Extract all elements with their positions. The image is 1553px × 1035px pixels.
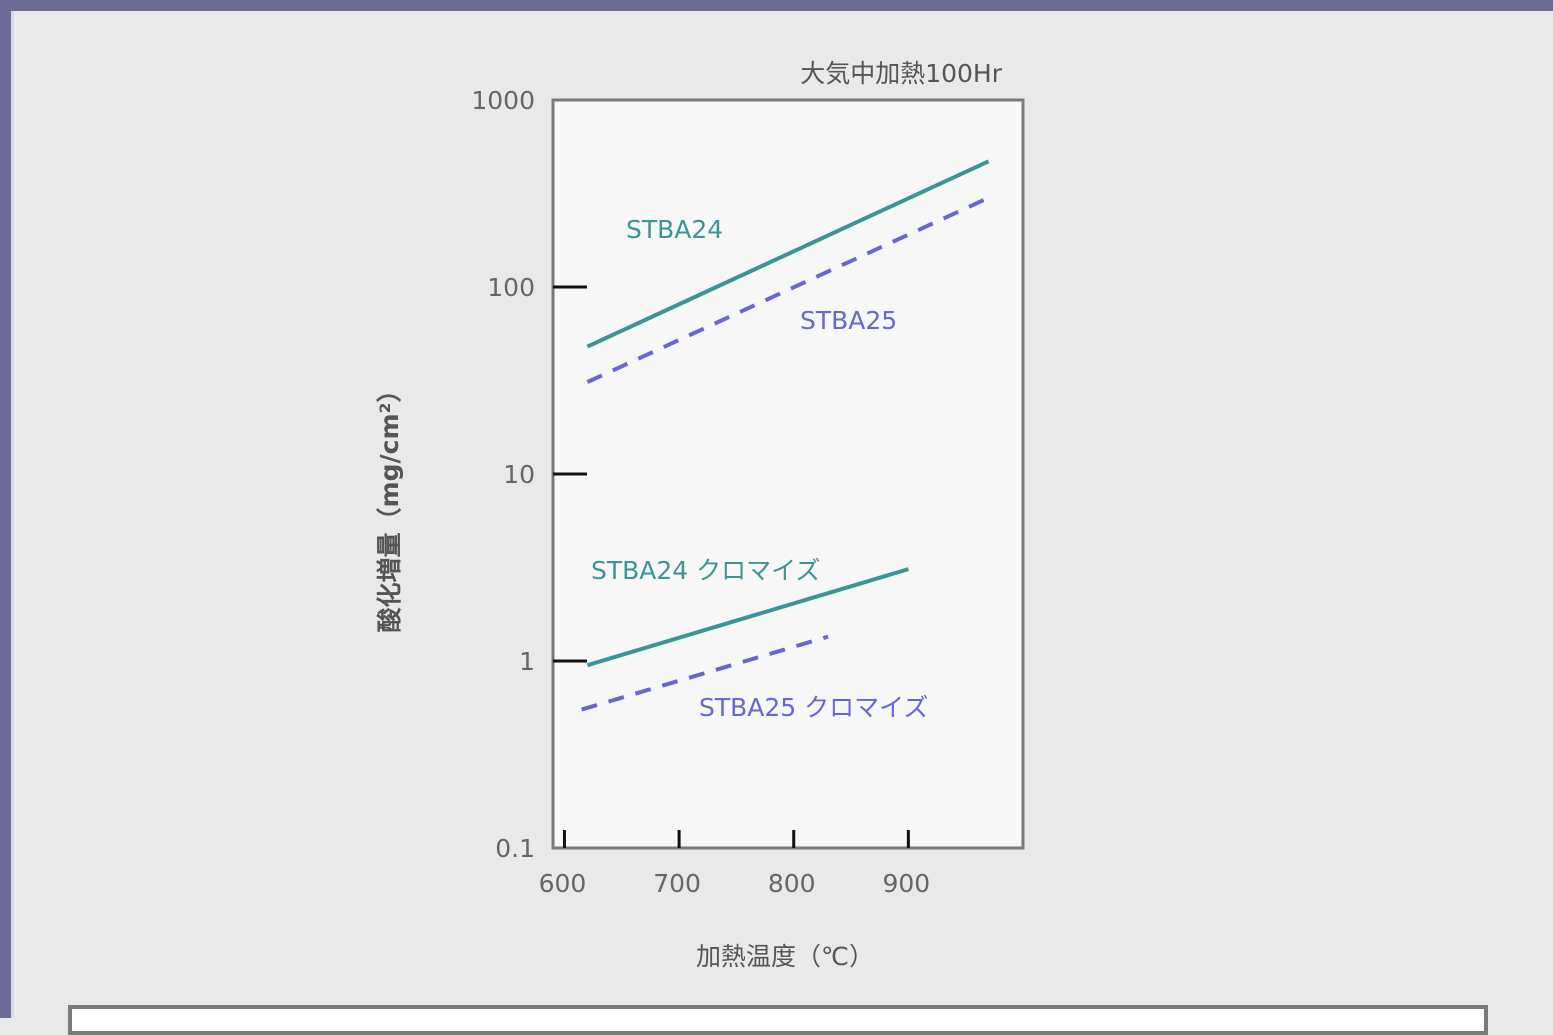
chart-annotation: 大気中加熱100Hr (800, 59, 1003, 88)
series-label-4: STBA25 クロマイズ (699, 693, 928, 722)
bottom-panel (68, 1005, 1488, 1035)
series-line-2 (586, 195, 990, 384)
y-tick-label: 10 (503, 460, 535, 489)
series-lines (581, 159, 990, 712)
window-frame-inner-edge (11, 11, 14, 1018)
plot-area (551, 98, 1025, 850)
y-tick-label: 1000 (471, 86, 535, 115)
x-tick-label: 600 (539, 869, 587, 898)
series-label-3: STBA24 クロマイズ (591, 556, 820, 585)
x-axis-label: 加熱温度（℃） (696, 942, 874, 971)
x-tick-label: 900 (883, 869, 931, 898)
y-tick-label: 100 (487, 273, 535, 302)
y-axis-ticks: 0.1 1 10 100 1000 (471, 86, 587, 863)
series-line-4 (581, 634, 829, 712)
series-labels: STBA24 STBA25 STBA24 クロマイズ STBA25 クロマイズ (591, 215, 928, 722)
series-label-2: STBA25 (800, 306, 897, 335)
y-tick-label: 1 (519, 647, 535, 676)
series-label-1: STBA24 (626, 215, 723, 244)
x-tick-label: 800 (768, 869, 816, 898)
x-axis-ticks: 600 700 800 900 (539, 830, 931, 898)
series-line-3 (586, 567, 909, 668)
y-tick-label: 0.1 (495, 834, 535, 863)
window-frame-left (0, 0, 11, 1018)
x-tick-label: 700 (653, 869, 701, 898)
series-line-1 (586, 159, 990, 349)
y-axis-label: 酸化増量（mg/cm²） (375, 378, 404, 633)
window-frame-top (0, 0, 1553, 11)
